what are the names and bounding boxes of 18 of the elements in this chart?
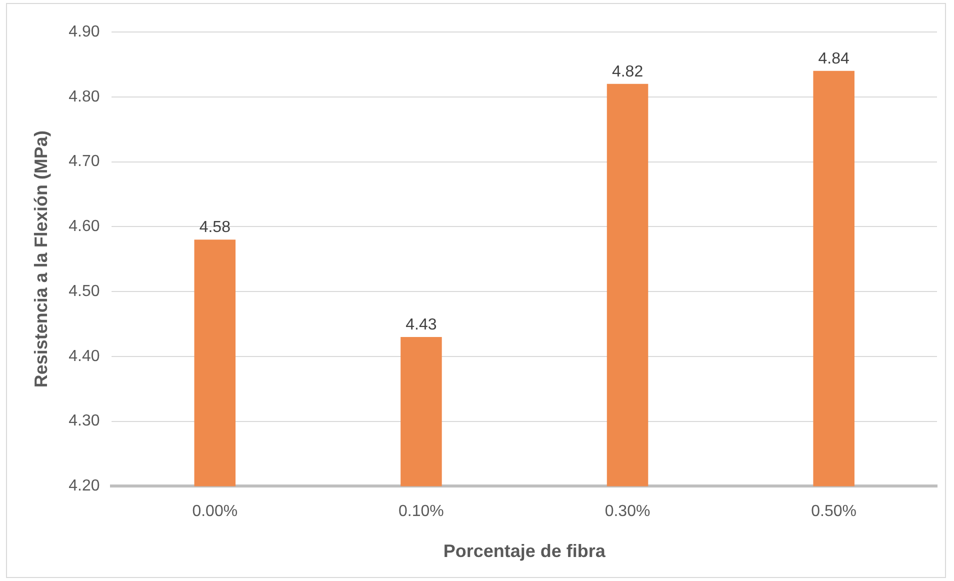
x-tick-label: 0.50%: [811, 503, 857, 520]
x-axis-title: Porcentaje de fibra: [443, 541, 606, 562]
data-label: 4.84: [818, 50, 850, 68]
y-tick-label: 4.70: [68, 153, 100, 170]
y-tick-label: 4.90: [68, 23, 100, 40]
data-label: 4.43: [406, 316, 437, 334]
y-tick-label: 4.50: [68, 282, 100, 300]
y-tick-label: 4.40: [68, 348, 100, 365]
y-tick-label: 4.30: [68, 412, 100, 430]
y-tick-label: 4.80: [68, 88, 100, 106]
data-label: 4.82: [612, 63, 644, 80]
y-axis-title: Resistencia a la Flexión (MPa): [30, 130, 51, 388]
x-tick-label: 0.30%: [604, 503, 650, 520]
y-tick-label: 4.20: [68, 478, 100, 495]
data-label: 4.58: [199, 219, 231, 236]
x-tick-label: 0.00%: [192, 503, 238, 520]
y-tick-label: 4.60: [68, 218, 100, 236]
x-tick-label: 0.10%: [398, 503, 444, 520]
